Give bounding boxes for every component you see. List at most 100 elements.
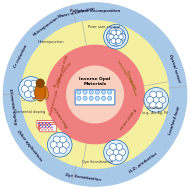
Circle shape	[48, 132, 72, 157]
Circle shape	[89, 96, 93, 100]
Circle shape	[21, 85, 28, 92]
Text: Elemental doping: Elemental doping	[14, 110, 45, 114]
Circle shape	[53, 147, 60, 154]
Circle shape	[42, 122, 43, 124]
Circle shape	[28, 85, 34, 92]
Circle shape	[159, 96, 166, 103]
Circle shape	[53, 136, 60, 143]
Circle shape	[116, 39, 123, 46]
Text: Slow photon effect  and scattering: Slow photon effect and scattering	[47, 54, 66, 115]
Circle shape	[119, 149, 126, 156]
Circle shape	[31, 80, 37, 87]
Circle shape	[21, 21, 169, 168]
Text: A good carrier: A good carrier	[117, 107, 136, 130]
Text: Cr reduction: Cr reduction	[13, 44, 28, 69]
Circle shape	[109, 154, 116, 161]
Circle shape	[31, 91, 37, 98]
Text: Inverse Opal
Materials: Inverse Opal Materials	[79, 77, 111, 86]
Circle shape	[118, 34, 123, 40]
Ellipse shape	[32, 86, 38, 99]
Circle shape	[116, 143, 123, 150]
Circle shape	[116, 30, 121, 35]
Circle shape	[153, 96, 160, 103]
Circle shape	[51, 129, 53, 131]
FancyBboxPatch shape	[37, 121, 54, 128]
Text: Other applications: Other applications	[16, 130, 42, 162]
Circle shape	[112, 33, 120, 40]
Circle shape	[34, 85, 41, 92]
Circle shape	[67, 66, 123, 123]
Circle shape	[41, 126, 43, 128]
Circle shape	[50, 141, 57, 148]
Circle shape	[39, 122, 40, 124]
Text: Heterojunction: Heterojunction	[32, 16, 59, 37]
Circle shape	[40, 127, 41, 129]
Circle shape	[59, 136, 66, 143]
Ellipse shape	[42, 86, 48, 99]
Circle shape	[116, 154, 123, 161]
FancyBboxPatch shape	[40, 124, 57, 132]
Text: Heterojunction: Heterojunction	[37, 40, 64, 44]
Circle shape	[36, 79, 44, 87]
Circle shape	[50, 127, 51, 129]
FancyBboxPatch shape	[38, 122, 55, 130]
Circle shape	[101, 90, 106, 94]
Circle shape	[25, 91, 31, 98]
Text: Pore size control: Pore size control	[88, 25, 121, 29]
Circle shape	[19, 77, 43, 101]
Circle shape	[63, 141, 69, 148]
Circle shape	[39, 125, 40, 127]
Circle shape	[116, 38, 121, 43]
Text: Water disinfection: Water disinfection	[57, 7, 95, 19]
Circle shape	[101, 96, 106, 100]
Circle shape	[116, 28, 123, 35]
Circle shape	[109, 143, 116, 150]
Circle shape	[83, 96, 87, 100]
Text: H₂O₂ production: H₂O₂ production	[128, 152, 158, 174]
Circle shape	[111, 30, 116, 35]
Text: Dye Sensitization: Dye Sensitization	[65, 173, 101, 182]
Text: Elemental doping: Elemental doping	[8, 88, 17, 124]
Circle shape	[77, 96, 81, 100]
Text: Multiple reflections: Multiple reflections	[118, 58, 139, 89]
Circle shape	[89, 90, 93, 94]
Circle shape	[150, 91, 157, 98]
Circle shape	[147, 96, 154, 103]
Circle shape	[106, 33, 113, 40]
Text: Photon trapping: Photon trapping	[52, 60, 71, 87]
Circle shape	[59, 147, 66, 154]
Circle shape	[51, 126, 53, 128]
Circle shape	[3, 3, 187, 186]
Circle shape	[109, 34, 114, 40]
Circle shape	[108, 96, 112, 100]
Circle shape	[56, 141, 63, 148]
Text: and scattering: and scattering	[127, 69, 139, 95]
Circle shape	[47, 124, 48, 126]
Circle shape	[45, 122, 47, 124]
Circle shape	[109, 28, 116, 35]
Circle shape	[95, 96, 99, 100]
Circle shape	[43, 124, 45, 126]
Circle shape	[119, 33, 126, 40]
Circle shape	[83, 90, 87, 94]
Circle shape	[41, 129, 43, 131]
Circle shape	[43, 127, 45, 129]
Circle shape	[109, 39, 116, 46]
Circle shape	[104, 25, 128, 49]
Text: Pollutant decomposition: Pollutant decomposition	[70, 9, 120, 13]
Circle shape	[108, 90, 112, 94]
Ellipse shape	[35, 84, 46, 101]
Circle shape	[25, 80, 31, 87]
Circle shape	[40, 124, 41, 126]
Circle shape	[48, 129, 49, 131]
Circle shape	[77, 90, 81, 94]
Circle shape	[48, 126, 49, 128]
Circle shape	[156, 91, 163, 98]
Circle shape	[42, 125, 43, 127]
Circle shape	[107, 27, 125, 46]
Circle shape	[46, 45, 144, 144]
Circle shape	[45, 126, 46, 128]
Circle shape	[111, 38, 116, 43]
Circle shape	[47, 127, 48, 129]
Circle shape	[45, 129, 46, 131]
